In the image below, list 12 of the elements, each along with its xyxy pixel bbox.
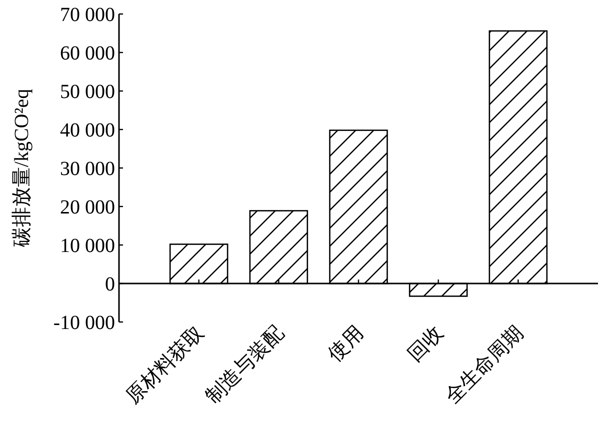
- y-tick-label: 30 000: [60, 158, 115, 180]
- y-axis-title: 碳排放量/kgCO²eq: [11, 88, 33, 248]
- y-tick-label: 70 000: [60, 4, 115, 26]
- x-tick-label: 回收: [404, 322, 448, 366]
- y-tick-label: 60 000: [60, 42, 115, 64]
- y-tick-label: 0: [105, 274, 115, 296]
- y-tick-label: 50 000: [60, 81, 115, 103]
- y-tick-label: 40 000: [60, 120, 115, 142]
- y-tick-label: -10 000: [53, 312, 115, 334]
- y-tick-label: 20 000: [60, 196, 115, 218]
- x-tick-label: 使用: [324, 322, 368, 366]
- y-tick-label: 10 000: [60, 235, 115, 257]
